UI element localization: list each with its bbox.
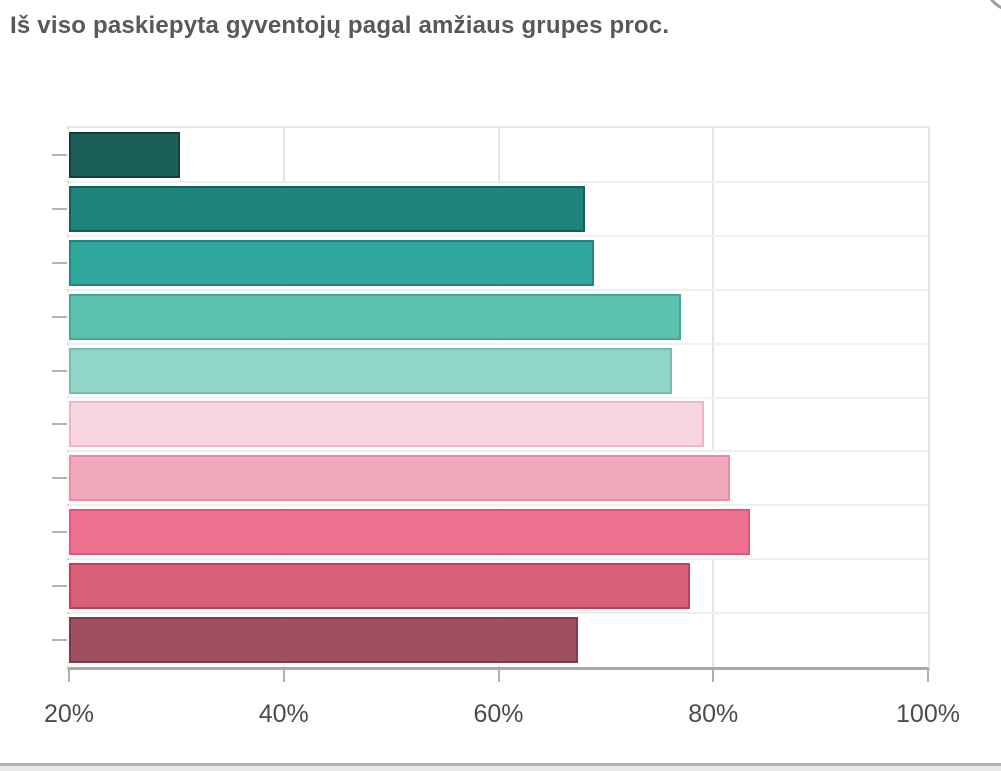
y-axis-tick [52, 207, 67, 210]
x-axis-tick [282, 670, 285, 682]
bottom-strip [0, 766, 1001, 771]
bar-age-group-3[interactable] [69, 239, 595, 286]
x-axis-label: 20% [43, 700, 95, 728]
y-axis-tick [52, 369, 67, 372]
row-separator-gridline [69, 396, 928, 399]
x-axis-label: 60% [473, 700, 524, 728]
y-axis-tick [52, 153, 67, 156]
row-separator-gridline [69, 288, 928, 291]
row-separator-gridline [69, 180, 928, 183]
plot-area [67, 126, 930, 670]
y-axis-tick [52, 477, 67, 480]
bar-age-group-8[interactable] [69, 509, 750, 556]
row-separator-gridline [69, 450, 928, 453]
partial-circle-button[interactable] [984, 0, 1001, 12]
row-separator-gridline [69, 612, 928, 615]
y-axis-tick [52, 585, 67, 588]
y-axis-tick [52, 531, 67, 534]
bar-age-group-4[interactable] [69, 293, 682, 340]
row-separator-gridline [69, 342, 928, 345]
y-axis-tick [52, 315, 67, 318]
bar-age-group-2[interactable] [69, 185, 586, 232]
chart-title: Iš viso paskiepyta gyventojų pagal amžia… [10, 12, 670, 39]
x-axis-label: 40% [258, 700, 309, 728]
x-axis-tick [497, 670, 500, 682]
bar-age-group-5[interactable] [69, 347, 673, 394]
bar-age-group-9[interactable] [69, 563, 690, 610]
bar-age-group-6[interactable] [69, 401, 704, 448]
bar-age-group-1[interactable] [69, 131, 180, 178]
x-axis-tick [712, 670, 715, 682]
bottom-border-line [0, 763, 1001, 766]
bar-age-group-10[interactable] [69, 617, 578, 664]
y-axis-tick [52, 423, 67, 426]
row-separator-gridline [69, 558, 928, 561]
y-axis-tick [52, 261, 67, 264]
y-axis-tick [52, 639, 67, 642]
bar-age-group-7[interactable] [69, 455, 731, 502]
x-axis-label: 100% [896, 700, 960, 728]
x-axis-label: 80% [688, 700, 739, 728]
x-axis-tick [68, 670, 70, 682]
row-separator-gridline [69, 234, 928, 237]
x-axis-tick [927, 670, 929, 682]
row-separator-gridline [69, 504, 928, 507]
